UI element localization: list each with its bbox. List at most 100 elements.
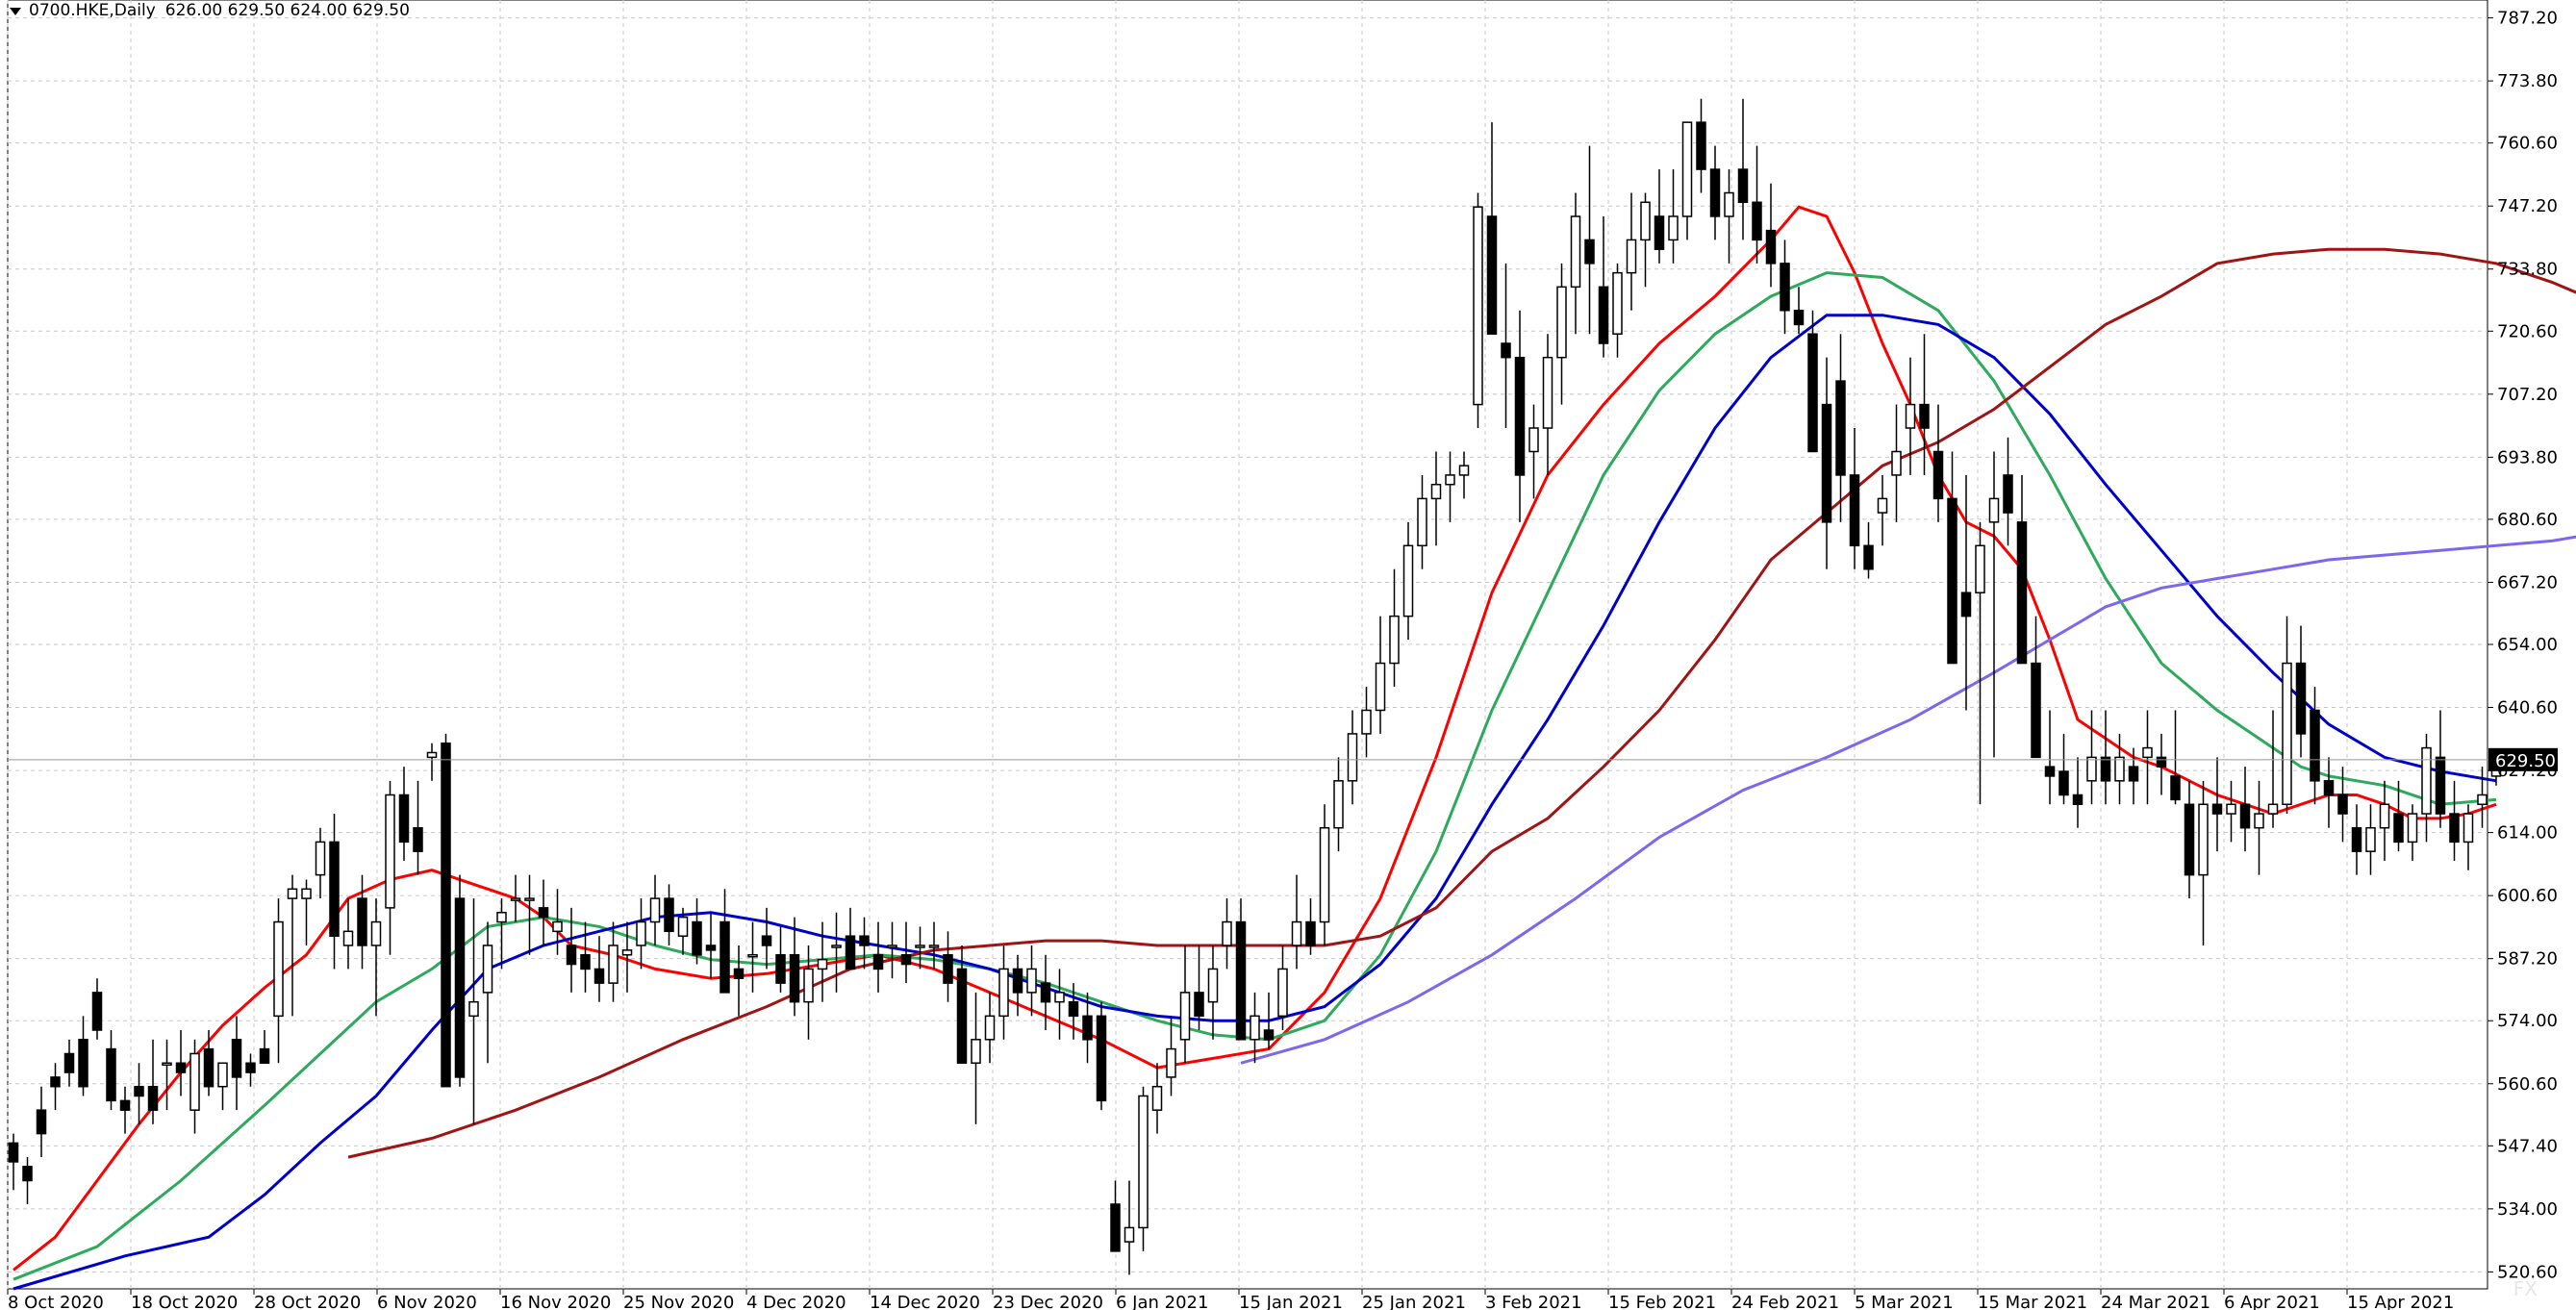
candle: [2462, 804, 2474, 870]
candle: [1709, 145, 1721, 240]
candle-body-up: [747, 954, 758, 958]
y-tick-label: 587.20: [2497, 949, 2558, 970]
y-axis: 787.20 773.80 760.60 747.20 733.80 720.60 707.…: [2488, 9, 2558, 1282]
candle: [162, 1039, 172, 1111]
candle: [106, 1030, 116, 1111]
candle-body-up: [887, 945, 897, 948]
candle: [1724, 169, 1734, 264]
candle-body-down: [1709, 168, 1721, 217]
candle: [608, 921, 619, 1002]
candle-body-up: [2114, 756, 2125, 782]
candle: [1347, 710, 1358, 805]
candle: [287, 874, 298, 1017]
candle-body-up: [1542, 356, 1553, 429]
candle-body-down: [441, 742, 451, 1088]
candle: [78, 1016, 88, 1096]
candle-body-up: [677, 916, 689, 937]
candle-body-up: [2477, 794, 2488, 806]
candle: [747, 921, 758, 993]
candle: [510, 874, 521, 922]
candle: [900, 921, 912, 984]
candle-body-down: [775, 954, 786, 984]
candle-body-up: [984, 1015, 996, 1041]
ohlc-values: 626.00 629.50 624.00 629.50: [164, 1, 410, 20]
candle: [1110, 1180, 1121, 1252]
candle: [441, 733, 451, 1088]
candle: [1486, 122, 1498, 335]
x-tick-label: 23 Dec 2020: [993, 1293, 1103, 1310]
candle: [1793, 287, 1805, 335]
candle: [2170, 710, 2181, 805]
candle: [621, 921, 633, 993]
candle: [2226, 780, 2236, 843]
candle: [2211, 757, 2223, 852]
candle: [2365, 804, 2376, 875]
candle-body-up: [1151, 1085, 1163, 1111]
candle-body-down: [2435, 756, 2446, 815]
candle-body-up: [1528, 427, 1539, 453]
candle-body-down: [1821, 403, 1832, 523]
candle: [454, 874, 466, 1087]
candle: [2393, 780, 2404, 852]
candle: [2198, 780, 2209, 945]
candle-body-up: [370, 920, 382, 946]
candle: [147, 1039, 159, 1124]
candle-body-down: [2100, 756, 2111, 782]
candle: [1668, 169, 1679, 264]
candle-body-down: [761, 935, 772, 946]
candle-body-down: [398, 794, 410, 844]
x-tick-label: 3 Feb 2021: [1485, 1293, 1582, 1310]
candle: [50, 1063, 61, 1111]
candle: [482, 921, 493, 1064]
candle: [1612, 263, 1623, 358]
x-tick-label: 25 Jan 2021: [1362, 1293, 1466, 1310]
candle: [1696, 98, 1706, 193]
candle-body-up: [831, 945, 842, 948]
candle-body-up: [2282, 662, 2292, 806]
watermark: FX: [2513, 1277, 2538, 1300]
candle: [217, 1062, 228, 1111]
series-line: [13, 271, 2497, 1281]
x-tick-label: 8 Oct 2020: [8, 1293, 104, 1310]
candle: [664, 884, 674, 945]
candle-body-down: [1501, 342, 1511, 359]
candle: [315, 827, 326, 899]
candle: [2142, 710, 2153, 805]
candle: [1584, 145, 1595, 335]
candle-body-up: [1975, 544, 1985, 593]
candle-body-up: [189, 1052, 200, 1111]
x-tick-label: 16 Nov 2020: [500, 1293, 611, 1310]
candle: [1542, 334, 1553, 475]
y-tick-label: 520.60: [2497, 1262, 2558, 1282]
candle: [2184, 780, 2195, 899]
candle: [2267, 710, 2279, 828]
candle-body-down: [1486, 215, 1498, 335]
candle-body-down: [859, 935, 870, 946]
series-line: [13, 314, 2497, 1291]
candle-body-down: [231, 1039, 242, 1078]
candle: [677, 907, 689, 955]
candle-body-down: [2323, 780, 2335, 796]
candle-body-down: [2351, 826, 2362, 852]
candle: [1514, 310, 1526, 522]
x-tick-label: 25 Nov 2020: [623, 1293, 734, 1310]
y-tick-label: 787.20: [2497, 9, 2558, 29]
candle-body-down: [2184, 803, 2195, 876]
candle-body-down: [2337, 794, 2348, 815]
dropdown-triangle-icon[interactable]: [10, 8, 21, 15]
candle-body-down: [454, 897, 466, 1078]
candle-body-up: [915, 945, 925, 948]
candle: [1194, 945, 1204, 1031]
candle: [1138, 1086, 1149, 1251]
candle-body-up: [162, 1062, 172, 1067]
candle-body-down: [2016, 521, 2028, 665]
candle-body-up: [928, 945, 940, 948]
candle-body-down: [175, 1062, 187, 1073]
candle-body-down: [1807, 333, 1818, 453]
candle-body-up: [817, 958, 828, 970]
candle: [1124, 1180, 1135, 1275]
candle-body-up: [2226, 803, 2236, 815]
candle-body-down: [789, 954, 800, 1003]
y-tick-label: 720.60: [2497, 321, 2558, 341]
candle: [1473, 192, 1483, 429]
